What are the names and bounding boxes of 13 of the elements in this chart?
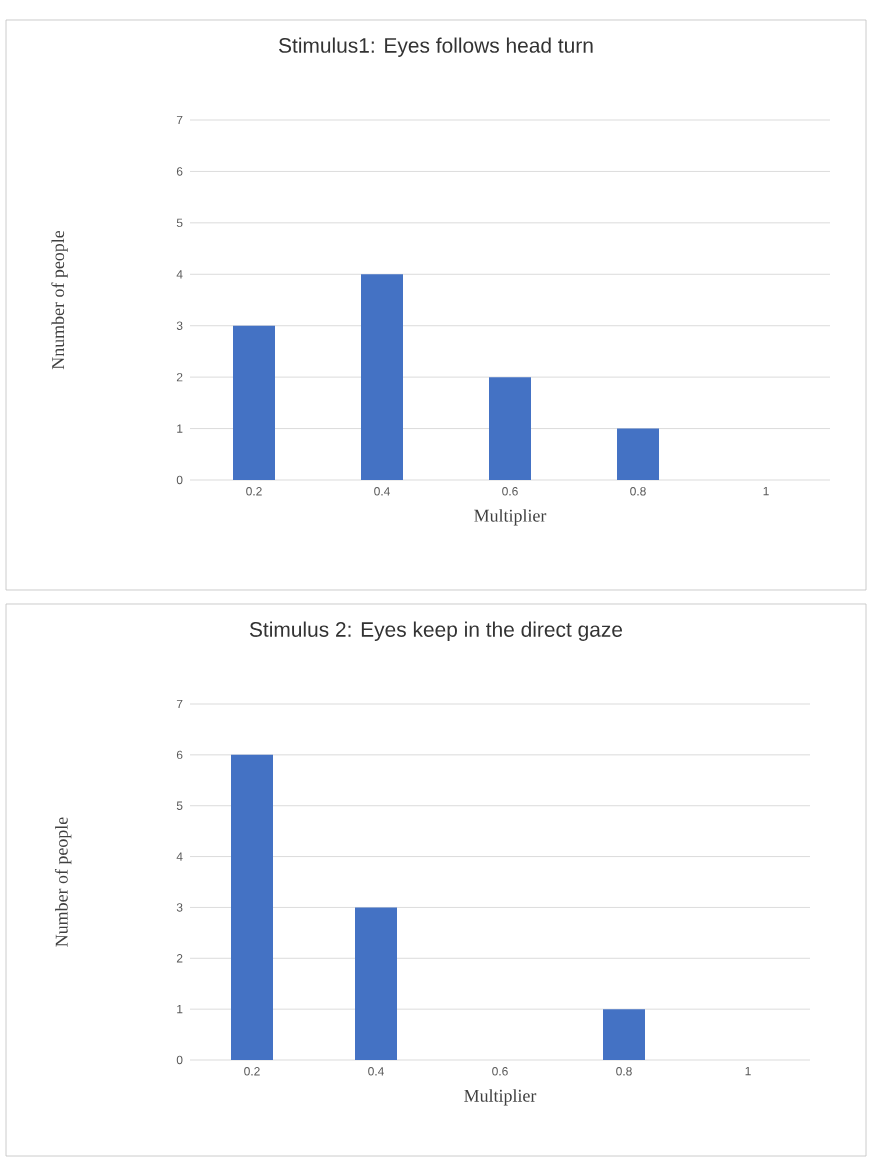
bar bbox=[233, 325, 275, 480]
chart-title: Stimulus1: Eyes follows head turn bbox=[278, 37, 593, 57]
bar bbox=[355, 907, 397, 1060]
bar bbox=[617, 428, 660, 480]
bar bbox=[603, 1009, 645, 1060]
x-axis-title: Multiplier bbox=[464, 1089, 537, 1106]
bar bbox=[489, 377, 531, 480]
y-axis-title: Nnumber of people bbox=[51, 230, 68, 370]
bar bbox=[361, 274, 403, 480]
x-axis-title: Multiplier bbox=[474, 509, 547, 526]
y-axis-title: Number of people bbox=[54, 817, 72, 947]
chart-title: Stimulus 2: Eyes keep in the direct gaze bbox=[249, 621, 623, 642]
bar bbox=[231, 754, 273, 1060]
